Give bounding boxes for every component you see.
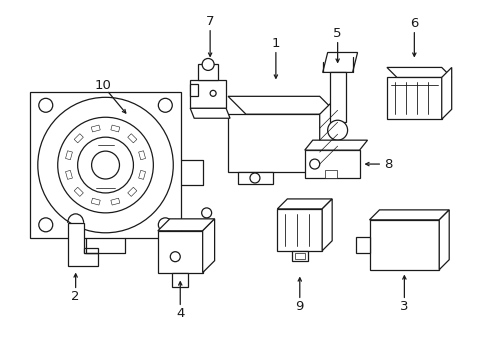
Bar xyxy=(172,273,188,287)
Polygon shape xyxy=(158,219,214,231)
Text: 6: 6 xyxy=(409,17,418,30)
FancyArrowPatch shape xyxy=(365,162,379,166)
Text: 1: 1 xyxy=(271,37,280,50)
Bar xyxy=(369,220,438,270)
Polygon shape xyxy=(304,140,367,150)
Polygon shape xyxy=(83,248,98,253)
Circle shape xyxy=(201,208,211,218)
Text: 8: 8 xyxy=(384,158,392,171)
Bar xyxy=(294,253,304,259)
Polygon shape xyxy=(322,199,331,251)
Polygon shape xyxy=(441,67,451,119)
Polygon shape xyxy=(127,187,137,197)
Polygon shape xyxy=(277,199,331,209)
Polygon shape xyxy=(111,198,120,205)
Polygon shape xyxy=(74,187,83,197)
Bar xyxy=(324,170,336,178)
Bar xyxy=(329,72,345,122)
Circle shape xyxy=(249,173,260,183)
Polygon shape xyxy=(74,134,83,143)
FancyArrowPatch shape xyxy=(274,53,277,78)
Polygon shape xyxy=(139,170,145,179)
Bar xyxy=(30,92,181,238)
Circle shape xyxy=(158,98,172,112)
Circle shape xyxy=(309,159,319,169)
Polygon shape xyxy=(322,53,357,72)
Polygon shape xyxy=(227,96,337,114)
Polygon shape xyxy=(319,96,337,172)
Polygon shape xyxy=(65,151,72,160)
Polygon shape xyxy=(202,219,214,273)
Circle shape xyxy=(39,218,53,232)
Text: 5: 5 xyxy=(333,27,341,40)
Polygon shape xyxy=(386,67,451,77)
Polygon shape xyxy=(91,125,100,132)
Circle shape xyxy=(327,120,347,140)
FancyArrowPatch shape xyxy=(208,31,211,56)
Circle shape xyxy=(39,98,53,112)
Circle shape xyxy=(158,218,172,232)
Polygon shape xyxy=(91,198,100,205)
Text: 7: 7 xyxy=(205,15,214,28)
Circle shape xyxy=(210,90,216,96)
Polygon shape xyxy=(111,125,120,132)
Text: 2: 2 xyxy=(71,290,80,303)
Bar xyxy=(190,80,225,108)
Bar xyxy=(386,77,441,119)
Bar xyxy=(190,84,198,96)
Circle shape xyxy=(78,137,133,193)
FancyArrowPatch shape xyxy=(335,42,339,62)
Polygon shape xyxy=(65,170,72,179)
Polygon shape xyxy=(67,223,98,266)
Bar xyxy=(355,237,369,253)
Polygon shape xyxy=(190,108,229,118)
FancyArrowPatch shape xyxy=(298,278,301,298)
Polygon shape xyxy=(369,210,448,220)
Polygon shape xyxy=(139,151,145,160)
Bar xyxy=(291,251,307,261)
Circle shape xyxy=(91,151,119,179)
Polygon shape xyxy=(438,210,448,270)
FancyArrowPatch shape xyxy=(402,276,405,298)
FancyArrowPatch shape xyxy=(412,32,415,56)
FancyArrowPatch shape xyxy=(178,282,182,305)
Bar xyxy=(198,64,218,80)
Bar xyxy=(277,209,322,251)
Circle shape xyxy=(202,58,214,71)
Text: 10: 10 xyxy=(94,79,111,92)
Circle shape xyxy=(170,252,180,262)
Bar xyxy=(304,150,359,178)
Circle shape xyxy=(38,97,173,233)
Text: 3: 3 xyxy=(399,300,408,313)
FancyArrowPatch shape xyxy=(108,92,125,113)
Bar xyxy=(227,114,319,172)
Bar xyxy=(158,231,202,273)
Circle shape xyxy=(58,117,153,213)
Polygon shape xyxy=(127,134,137,143)
Bar xyxy=(238,172,272,184)
Text: 4: 4 xyxy=(176,307,184,320)
FancyArrowPatch shape xyxy=(74,274,77,288)
Text: 9: 9 xyxy=(295,300,304,313)
